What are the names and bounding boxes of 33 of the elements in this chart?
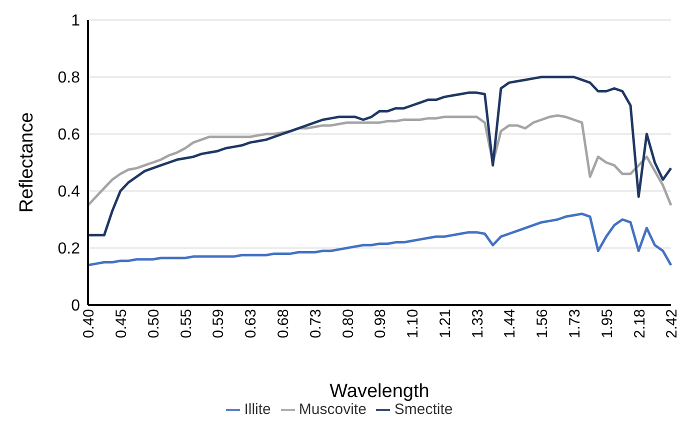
- x-tick-label: 2.42: [664, 309, 681, 338]
- x-tick-label: 1.73: [566, 309, 584, 338]
- x-tick-label: 0.59: [210, 309, 228, 338]
- y-tick-label: 0.2: [58, 240, 80, 258]
- x-tick-label: 1.44: [502, 309, 519, 338]
- x-tick-label: 1.33: [469, 309, 486, 338]
- x-tick-label: 2.18: [631, 309, 648, 338]
- legend-label: Smectite: [394, 401, 453, 418]
- y-axis-title: Reflectance: [16, 112, 38, 213]
- line-series: [86, 76, 672, 236]
- legend-label: Muscovite: [298, 401, 366, 418]
- x-tick-label: 0.63: [242, 309, 260, 338]
- x-tick-label: 0.68: [274, 309, 292, 338]
- x-tick-label: 0.80: [340, 309, 357, 338]
- line-series: [86, 212, 672, 266]
- legend-label: Illite: [244, 401, 271, 418]
- x-tick-label: 1.10: [404, 309, 422, 338]
- x-tick-label: 1.56: [534, 309, 552, 338]
- x-tick-label: 1.21: [436, 309, 454, 338]
- line-series: [86, 114, 672, 206]
- y-tick-label: 0.4: [58, 184, 80, 201]
- x-tick-label: 0.45: [113, 309, 130, 338]
- y-tick-label: 0.6: [58, 126, 80, 144]
- y-tick-label: 0: [71, 298, 80, 315]
- y-tick-label: 1: [71, 12, 80, 30]
- x-tick-label: 0.73: [307, 309, 324, 338]
- x-tick-label: 0.40: [80, 309, 98, 338]
- x-tick-label: 1.95: [598, 309, 616, 338]
- x-tick-label: 0.50: [145, 309, 162, 338]
- x-tick-label: 0.98: [372, 309, 390, 338]
- y-tick-label: 0.8: [58, 70, 80, 87]
- x-axis-title: Wavelength: [330, 381, 430, 402]
- x-tick-label: 0.55: [178, 309, 195, 338]
